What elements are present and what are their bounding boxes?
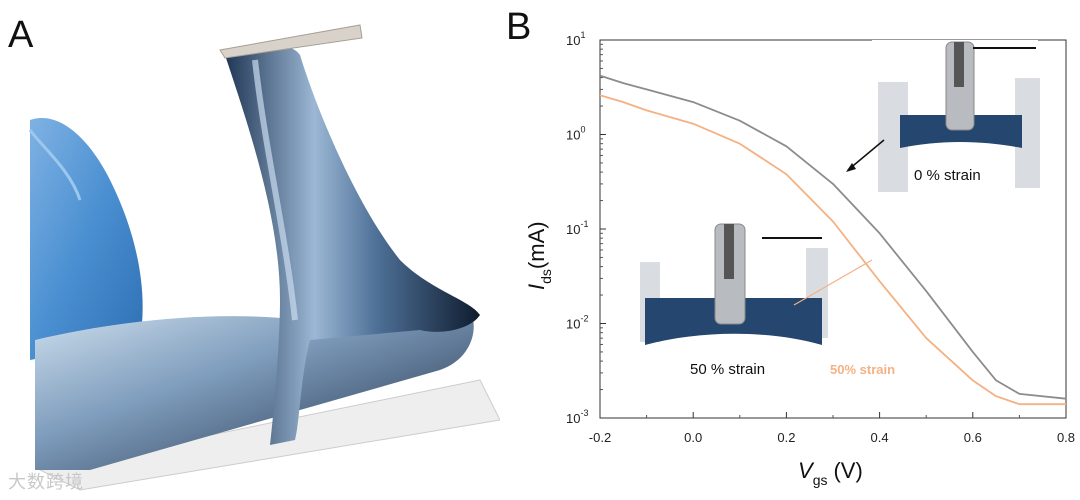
series-line-1 (599, 94, 1066, 406)
inset-label-0: 0 % strain (914, 167, 981, 184)
x-axis: -0.2 0.0 0.2 0.4 0.6 0.8 (589, 412, 1075, 445)
y-tick-label: 101 (566, 30, 585, 48)
watermark-text: 大数跨境 (8, 472, 84, 493)
transfer-curve-chart: 101 100 10-1 10-2 10-3 -0.2 0.0 0.2 0.4 0.6 0.8 0… (524, 30, 1075, 488)
series-lines (599, 74, 1067, 406)
y-tick-label: 10-1 (566, 219, 588, 237)
series-label-50-strain: 50% strain (830, 362, 895, 377)
tweezers (219, 24, 363, 59)
y-axis-title-sub: ds (538, 269, 554, 284)
inset-50-strain: 50 % strain (640, 222, 830, 390)
inset-50-pointer (793, 259, 873, 306)
y-axis-title-main: I (524, 284, 549, 290)
stretched-film-photo (28, 24, 500, 491)
x-axis-title-sub: gs (813, 472, 828, 488)
x-tick-label: -0.2 (589, 430, 611, 445)
series-line-0 (599, 74, 1067, 400)
film-base (35, 310, 474, 470)
y-tick-label: 100 (566, 125, 585, 143)
x-axis-title-unit: (V) (833, 458, 862, 483)
x-tick-label: 0.6 (964, 430, 982, 445)
x-axis-title: Vgs (V) (798, 458, 863, 488)
y-tick-label: 10-2 (566, 314, 588, 332)
y-axis-title: Ids(mA) (524, 221, 554, 290)
y-axis-title-unit: (mA) (524, 221, 549, 269)
panel-a-label: A (8, 14, 34, 56)
panel-b-label: B (506, 6, 532, 48)
film-inset-0 (900, 115, 1022, 148)
y-axis: 101 100 10-1 10-2 10-3 (566, 30, 606, 426)
x-tick-label: 0.4 (871, 430, 889, 445)
x-tick-label: 0.0 (684, 430, 702, 445)
glove-shape (30, 118, 143, 360)
inset-0-strain: 0 % strain (872, 40, 1040, 192)
film-stretched (225, 43, 480, 445)
inset-0-pointer (847, 139, 885, 171)
inset-label-50: 50 % strain (690, 361, 765, 378)
x-tick-label: 0.8 (1057, 430, 1075, 445)
x-axis-title-main: V (798, 458, 815, 483)
x-tick-label: 0.2 (777, 430, 795, 445)
y-tick-label: 10-3 (566, 408, 588, 426)
